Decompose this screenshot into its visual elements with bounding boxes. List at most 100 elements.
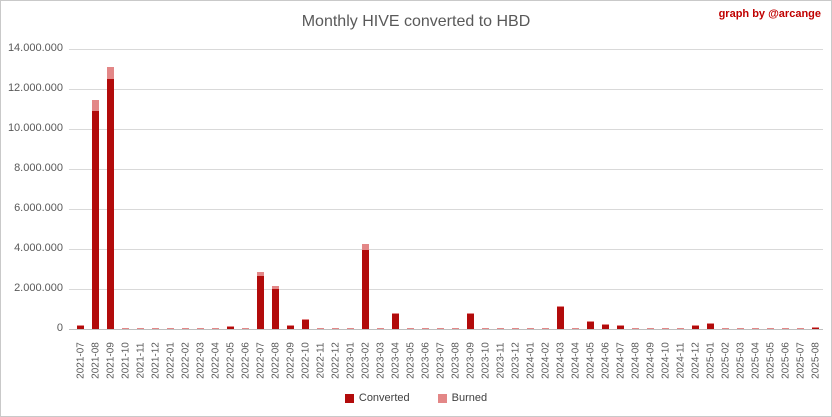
x-axis-tick-label: 2023-03: [375, 342, 386, 379]
bar-segment-burned[interactable]: [782, 328, 789, 329]
bar-segment-burned[interactable]: [737, 328, 744, 329]
bar-segment-converted[interactable]: [227, 327, 234, 329]
bar-segment-burned[interactable]: [587, 321, 594, 323]
bar-segment-converted[interactable]: [692, 326, 699, 329]
bar-segment-burned[interactable]: [662, 328, 669, 329]
bar-segment-burned[interactable]: [317, 328, 324, 329]
bar-segment-converted[interactable]: [272, 289, 279, 329]
bar-segment-converted[interactable]: [77, 326, 84, 329]
gridline: [69, 129, 823, 130]
x-axis-tick-label: 2023-06: [420, 342, 431, 379]
bar-segment-converted[interactable]: [287, 325, 294, 329]
bar-segment-burned[interactable]: [722, 328, 729, 329]
bar-segment-burned[interactable]: [812, 326, 819, 328]
bar-segment-burned[interactable]: [692, 325, 699, 327]
x-axis-tick-label: 2025-03: [735, 342, 746, 379]
bar-segment-converted[interactable]: [602, 325, 609, 329]
bar-segment-burned[interactable]: [512, 328, 519, 329]
x-axis-tick-label: 2022-09: [285, 342, 296, 379]
bar-segment-burned[interactable]: [302, 319, 309, 321]
bar-segment-burned[interactable]: [482, 328, 489, 329]
bar-segment-burned[interactable]: [467, 312, 474, 314]
bar-segment-burned[interactable]: [677, 328, 684, 329]
x-axis-tick-label: 2022-12: [330, 342, 341, 379]
x-axis-tick-label: 2023-04: [390, 342, 401, 379]
bar-segment-burned[interactable]: [242, 328, 249, 329]
bar-segment-converted[interactable]: [617, 326, 624, 329]
bar-segment-burned[interactable]: [107, 67, 114, 79]
bar-segment-burned[interactable]: [437, 328, 444, 329]
x-axis-tick-label: 2022-01: [165, 342, 176, 379]
bar-segment-burned[interactable]: [797, 328, 804, 329]
x-axis-tick-label: 2023-05: [405, 342, 416, 379]
bar-segment-burned[interactable]: [167, 328, 174, 329]
chart-title: Monthly HIVE converted to HBD: [301, 13, 531, 30]
legend-item-converted[interactable]: Converted: [344, 392, 410, 404]
bar-segment-burned[interactable]: [122, 328, 129, 329]
x-axis-tick-label: 2025-08: [810, 342, 821, 379]
bar-segment-converted[interactable]: [107, 79, 114, 329]
bar-segment-burned[interactable]: [617, 325, 624, 327]
bar-segment-converted[interactable]: [707, 323, 714, 329]
bar-segment-burned[interactable]: [287, 324, 294, 326]
bar-segment-burned[interactable]: [77, 325, 84, 326]
bar-segment-burned[interactable]: [182, 328, 189, 329]
y-axis-tick-label: 12.000.000: [7, 82, 63, 94]
bar-segment-burned[interactable]: [557, 305, 564, 307]
bar-segment-converted[interactable]: [587, 322, 594, 329]
bar-segment-burned[interactable]: [332, 328, 339, 329]
legend-label-converted: Converted: [358, 392, 410, 404]
bar-segment-burned[interactable]: [272, 286, 279, 289]
bar-segment-burned[interactable]: [212, 328, 219, 329]
bar-segment-burned[interactable]: [632, 328, 639, 329]
x-axis-tick-label: 2024-01: [525, 342, 536, 379]
bar-segment-burned[interactable]: [227, 326, 234, 327]
bar-segment-burned[interactable]: [602, 324, 609, 325]
gridline: [69, 49, 823, 50]
bar-segment-converted[interactable]: [257, 276, 264, 329]
bar-segment-burned[interactable]: [257, 272, 264, 276]
y-axis-tick-label: 8.000.000: [14, 162, 63, 174]
x-axis-tick-label: 2024-09: [645, 342, 656, 379]
bar-segment-burned[interactable]: [92, 100, 99, 111]
bar-segment-burned[interactable]: [707, 322, 714, 324]
bar-segment-converted[interactable]: [362, 250, 369, 329]
bar-segment-converted[interactable]: [557, 307, 564, 329]
x-axis-tick-label: 2021-08: [90, 342, 101, 379]
x-axis-tick-label: 2022-11: [315, 342, 326, 379]
bar-segment-burned[interactable]: [752, 328, 759, 329]
bar-segment-burned[interactable]: [767, 328, 774, 329]
bar-segment-converted[interactable]: [392, 313, 399, 329]
bar-segment-converted[interactable]: [812, 327, 819, 329]
bar-segment-burned[interactable]: [647, 328, 654, 329]
bar-segment-burned[interactable]: [377, 328, 384, 329]
bar-segment-burned[interactable]: [422, 328, 429, 329]
bar-segment-burned[interactable]: [197, 328, 204, 329]
x-axis-tick-label: 2025-02: [720, 342, 731, 379]
legend: Converted Burned: [1, 392, 831, 404]
bar-segment-burned[interactable]: [362, 244, 369, 250]
bar-segment-burned[interactable]: [497, 328, 504, 329]
bar-segment-converted[interactable]: [92, 111, 99, 329]
x-axis-tick-label: 2021-11: [135, 342, 146, 379]
legend-item-burned[interactable]: Burned: [437, 392, 487, 404]
bar-segment-burned[interactable]: [407, 328, 414, 329]
bar-segment-burned[interactable]: [572, 328, 579, 329]
x-axis-tick-label: 2024-05: [585, 342, 596, 379]
x-axis-line: [69, 329, 823, 330]
bar-segment-burned[interactable]: [347, 328, 354, 329]
x-axis-tick-label: 2024-08: [630, 342, 641, 379]
x-axis-tick-label: 2022-08: [270, 342, 281, 379]
gridline: [69, 89, 823, 90]
bar-segment-burned[interactable]: [527, 328, 534, 329]
bar-segment-converted[interactable]: [467, 313, 474, 329]
bar-segment-burned[interactable]: [137, 328, 144, 329]
bar-segment-burned[interactable]: [392, 312, 399, 314]
x-axis-tick-label: 2022-04: [210, 342, 221, 379]
x-axis-tick-label: 2025-07: [795, 342, 806, 379]
bar-segment-burned[interactable]: [152, 328, 159, 329]
bar-segment-burned[interactable]: [542, 328, 549, 329]
x-axis-tick-label: 2023-02: [360, 342, 371, 379]
bar-segment-burned[interactable]: [452, 328, 459, 329]
bar-segment-converted[interactable]: [302, 320, 309, 329]
